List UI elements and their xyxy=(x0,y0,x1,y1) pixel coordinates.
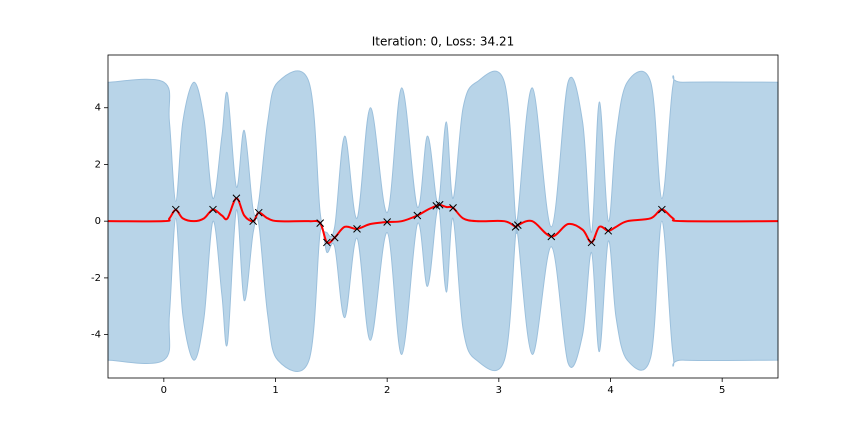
x-tick-label: 2 xyxy=(384,385,390,396)
data-point xyxy=(209,205,217,214)
data-point xyxy=(435,200,444,209)
x-tick-label: 4 xyxy=(607,385,613,396)
data-point xyxy=(547,232,556,241)
data-point xyxy=(413,211,422,220)
data-point xyxy=(171,205,180,214)
data-point xyxy=(383,218,392,226)
y-tick-label: -2 xyxy=(91,273,101,284)
data-point xyxy=(353,224,361,233)
data-point xyxy=(254,208,263,217)
data-point xyxy=(323,238,331,247)
data-point xyxy=(513,221,522,230)
data-point xyxy=(316,219,325,228)
plot-frame xyxy=(107,54,779,379)
data-point xyxy=(449,203,457,212)
x-tick-label: 1 xyxy=(272,385,278,396)
data-point xyxy=(587,238,596,247)
data-point xyxy=(330,233,339,242)
y-tick-label: 0 xyxy=(95,216,101,227)
y-tick-label: 2 xyxy=(95,159,101,170)
x-tick-label: 5 xyxy=(719,385,725,396)
data-point xyxy=(249,217,258,226)
chart-title: Iteration: 0, Loss: 34.21 xyxy=(372,35,515,49)
y-tick-label: 4 xyxy=(95,103,101,114)
x-tick-label: 0 xyxy=(161,385,167,396)
data-point xyxy=(604,226,613,235)
data-point xyxy=(232,194,241,203)
mean-line xyxy=(107,197,779,245)
data-point xyxy=(658,205,666,214)
y-tick-label: -4 xyxy=(91,330,101,341)
x-tick-label: 3 xyxy=(496,385,502,396)
